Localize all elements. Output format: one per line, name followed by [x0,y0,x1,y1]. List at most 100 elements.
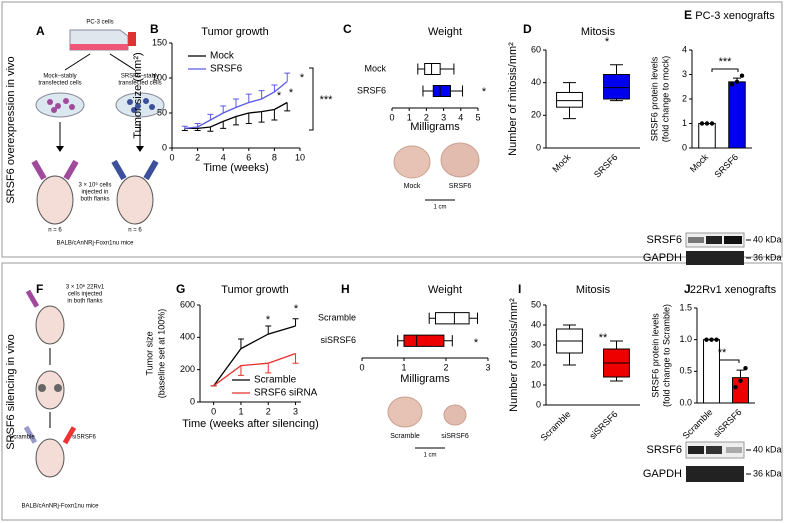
x-tick-label: Scramble [539,409,573,443]
panel-letter: I [518,282,521,296]
y-axis-label: Tumor size (mm²) [132,52,144,138]
y-axis-label: Number of mitosis/mm² [508,298,520,412]
data-point [714,337,719,342]
data-point [733,384,738,390]
y-tick-label: 100 [152,72,167,82]
label: in both flanks [67,299,102,305]
syringe [23,425,38,444]
y-axis-label: (fold change to mock) [660,56,670,143]
annotation: * [277,90,282,102]
error-bar [271,84,278,92]
row-frame [1,1,783,258]
y-tick-label: 50 [531,299,541,309]
y-tick-label: SRSF6 [357,85,386,95]
annotation: * [605,36,610,48]
error-bar [284,102,291,112]
data-point [739,73,745,78]
annotation: * [300,72,305,84]
label: transfected cells [38,81,81,87]
y-tick-label: 3 [682,69,687,79]
y-tick-label: 1 [682,118,687,128]
panel-letter: B [150,22,159,36]
x-tick-label: 3 [293,406,298,416]
box [603,74,630,100]
blot-label: GAPDH [643,252,682,264]
y-axis-label: (baseline set at 100%) [156,309,166,399]
y-tick-label: 40 [531,319,541,329]
photos-h: Scramble siSRSF6 1 cm [387,396,469,459]
chart-title: Weight [428,26,462,38]
x-tick-label: 2 [266,406,271,416]
error-bar [284,72,291,82]
blot-j: SRSF6 GAPDH 40 kDa 36 kDa [643,441,782,482]
blot-size: 40 kDa [753,444,782,454]
y-tick-label: 0 [536,142,541,152]
syringe [62,426,77,445]
annotation: * [482,86,487,98]
error-bar [181,125,188,129]
mouse [35,305,65,345]
photo-label: Scramble [390,433,420,440]
y-tick-label: 1.5 [679,302,692,312]
blot-label: SRSF6 [647,234,682,246]
error-bar [233,116,239,126]
data-point [709,121,715,126]
y-tick-label: 0.0 [679,397,692,407]
syringe [31,159,47,181]
data-point [734,79,740,85]
x-tick-label: Scramble [681,407,715,441]
label: injected in [81,190,108,196]
data-point [699,121,705,126]
y-tick-label: 50 [157,107,167,117]
x-axis-label: Time (weeks) [203,162,269,174]
x-tick-label: 0 [389,112,394,122]
y-tick-label: 20 [531,359,541,369]
y-axis-label: SRSF6 protein levels [650,313,660,398]
tumor-photo [443,404,467,426]
y-tick-label: 10 [531,379,541,389]
medium [70,44,128,50]
bar [698,123,716,149]
legend-label: Scramble [254,375,297,386]
row-label: SRSF6 overexpression in vivo [5,56,17,203]
label: Mock–stably [43,74,76,80]
blot-label: SRSF6 [647,444,682,456]
panel-letter: C [343,22,352,36]
chart-title: Weight [428,284,462,296]
x-tick-label: 1 [407,112,412,122]
error-bar [258,90,265,99]
annotation: *** [719,56,733,68]
panel-letter: H [341,282,350,296]
row-frame [1,262,783,521]
tumor-photo [387,396,423,428]
y-tick-label: 20 [531,110,541,120]
label: both flanks [80,197,109,203]
label: cells injected [68,292,102,298]
cap [128,32,136,46]
x-tick-label: 5 [475,112,480,122]
x-tick-label: 2 [195,152,200,162]
data-point [738,378,743,384]
y-tick-label: 200 [180,364,195,374]
label: n = 6 [48,228,62,234]
y-axis-label: SRSF6 protein levels [649,56,659,141]
label: siSRSF6 [72,435,96,441]
data-point [729,82,735,87]
x-tick-label: 3 [485,362,490,372]
error-bar [207,127,214,132]
y-tick-label: Scramble [318,313,356,323]
label: transfected cells [118,81,161,87]
photo-label: SRSF6 [449,183,472,190]
arrow [64,53,136,71]
syringe [63,159,79,181]
blot-size: 36 kDa [753,252,782,262]
x-tick-label: 1 [401,362,406,372]
legend-label: SRSF6 siRNA [254,388,318,399]
bracket [711,68,739,72]
data-point [709,337,714,342]
error-bar [245,93,252,103]
diagram-a: A PC-3 cells Mock–stably transfected cel… [31,20,165,247]
panel-letter: E [684,8,692,22]
y-tick-label: siSRSF6 [320,335,356,345]
error-bar [258,111,265,123]
